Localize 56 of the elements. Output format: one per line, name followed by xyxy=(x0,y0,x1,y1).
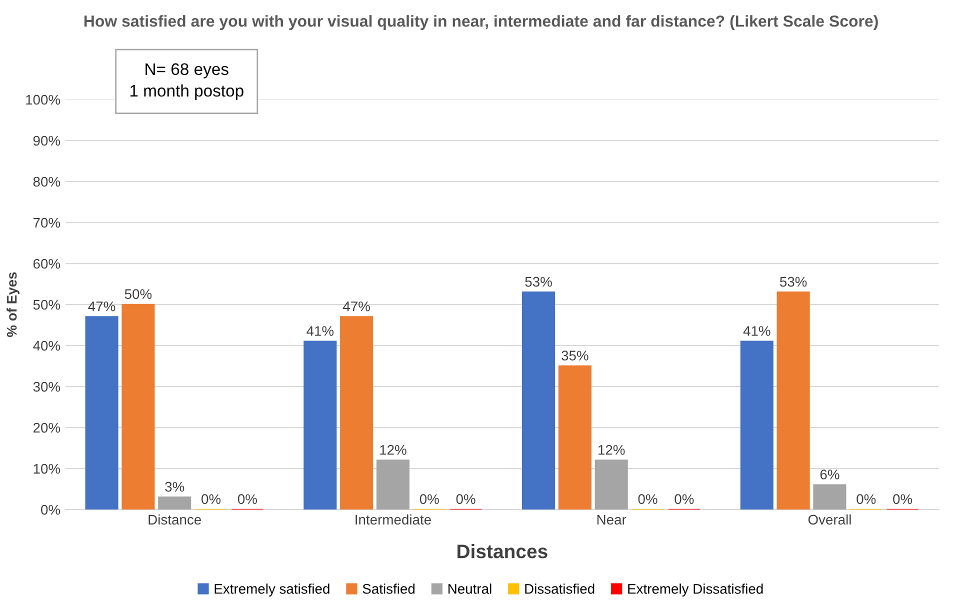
data-label: 47% xyxy=(88,302,116,312)
data-label: 0% xyxy=(856,494,876,504)
data-label: 12% xyxy=(380,444,406,455)
data-label: 35% xyxy=(562,350,588,360)
data-label: 47% xyxy=(342,302,370,312)
y-tick-label: 30% xyxy=(33,382,60,392)
x-tick-label: Distance xyxy=(148,514,202,525)
y-axis-title: % of Eyes xyxy=(6,272,20,337)
data-label: 0% xyxy=(893,494,912,504)
bar xyxy=(522,292,556,510)
y-tick-label: 10% xyxy=(34,464,60,474)
data-label: 0% xyxy=(238,494,257,504)
y-tick-label: 50% xyxy=(33,300,60,310)
bar xyxy=(122,304,155,510)
bar xyxy=(740,340,774,510)
y-tick-label: 40% xyxy=(33,340,60,351)
data-label: 53% xyxy=(780,276,807,287)
bar xyxy=(594,460,628,510)
data-label: 50% xyxy=(124,289,152,299)
data-label: 0% xyxy=(456,494,476,504)
data-label: 0% xyxy=(638,494,658,504)
legend-label: Extremely Dissatisfied xyxy=(628,584,763,597)
data-label: 53% xyxy=(525,276,552,287)
y-tick-label: 20% xyxy=(33,422,60,433)
y-tick-label: 100% xyxy=(26,94,60,105)
x-tick-label: Overall xyxy=(808,514,851,525)
y-tick-label: 90% xyxy=(33,136,60,146)
legend-label: Extremely satisfied xyxy=(214,584,330,597)
bar xyxy=(340,316,374,510)
y-tick-label: 80% xyxy=(33,176,60,187)
y-tick-label: 70% xyxy=(33,218,60,228)
legend-label: Neutral xyxy=(448,584,492,594)
legend-label: Dissatisfied xyxy=(525,584,594,594)
annotation: N= 68 eyes 1 month postop xyxy=(130,63,244,100)
legend-label: Satisfied xyxy=(362,584,415,594)
data-label: 6% xyxy=(820,470,840,480)
bar xyxy=(85,316,118,510)
chart-title: How satisfied are you with your visual quality in near, intermediate and far distance? (Likert Scale Score) xyxy=(84,15,878,30)
x-tick-label: Near xyxy=(597,514,626,525)
data-label: 12% xyxy=(598,444,625,455)
bar xyxy=(813,484,846,510)
data-label: 0% xyxy=(420,494,439,504)
y-tick-label: 60% xyxy=(33,258,60,269)
y-tick-label: 0% xyxy=(41,504,60,515)
bar xyxy=(776,292,810,510)
data-label: 0% xyxy=(674,494,694,504)
bar xyxy=(304,340,337,510)
data-label: 41% xyxy=(306,326,334,336)
data-label: 3% xyxy=(165,482,184,492)
bar xyxy=(558,365,592,510)
data-label: 41% xyxy=(743,326,770,336)
x-tick-label: Intermediate xyxy=(356,514,431,525)
x-axis-title: Distances xyxy=(458,544,548,558)
bar xyxy=(158,496,192,510)
bar xyxy=(376,460,410,510)
data-label: 0% xyxy=(202,494,221,504)
